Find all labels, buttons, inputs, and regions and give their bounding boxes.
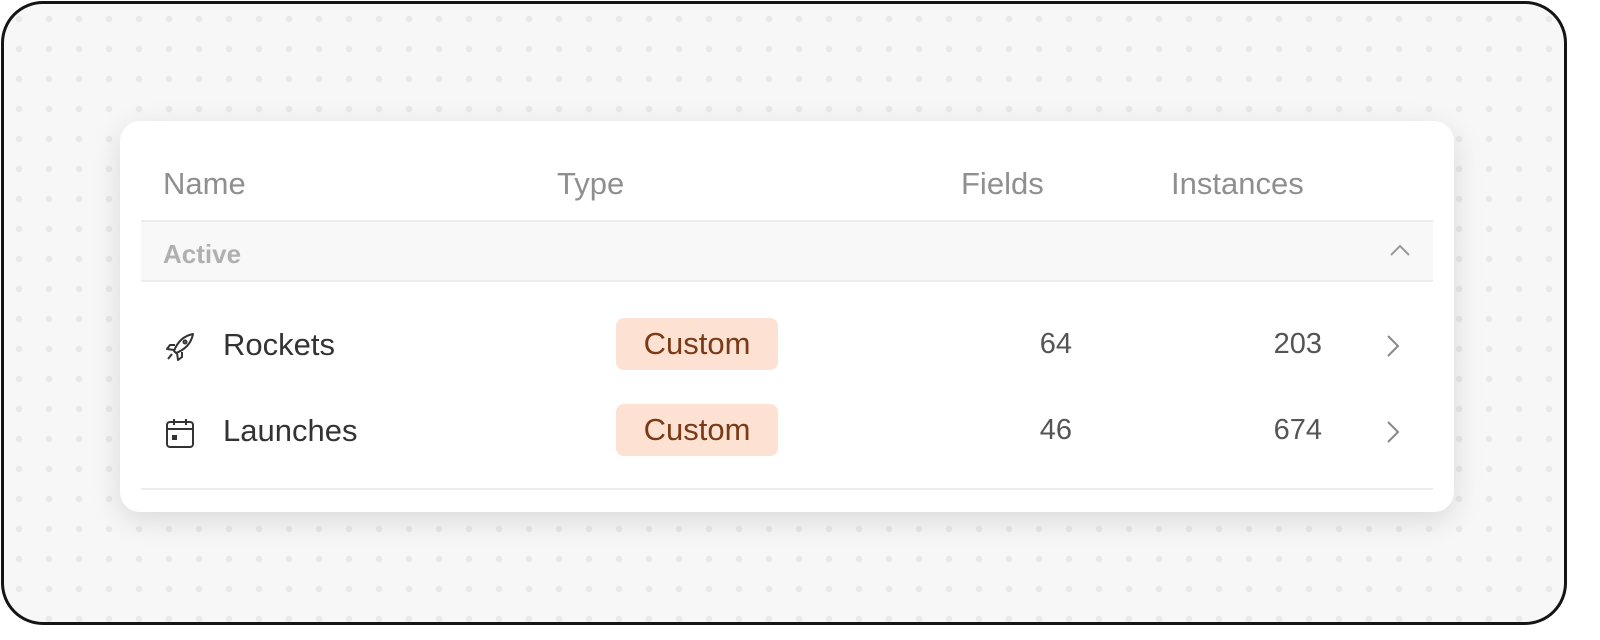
instances-count: 674: [1273, 414, 1322, 446]
chevron-right-icon[interactable]: [1382, 419, 1402, 445]
column-header-fields[interactable]: Fields: [961, 166, 1044, 201]
models-table: Name Type Fields Instances Active Rocket…: [120, 121, 1454, 512]
column-header-instances[interactable]: Instances: [1171, 166, 1304, 201]
row-name: Launches: [223, 413, 358, 448]
divider: [141, 488, 1433, 490]
row-name: Rockets: [223, 327, 335, 362]
table-row[interactable]: Rockets Custom 64 203: [120, 303, 1454, 389]
calendar-icon: [166, 419, 194, 448]
instances-count: 203: [1273, 328, 1322, 360]
group-header-active[interactable]: Active: [141, 222, 1433, 282]
fields-count: 46: [1039, 414, 1072, 446]
type-badge: Custom: [616, 404, 778, 456]
rocket-icon: [166, 333, 194, 361]
chevron-up-icon[interactable]: [1389, 240, 1411, 262]
table-header: Name Type Fields Instances: [120, 121, 1454, 221]
group-label: Active: [163, 239, 242, 269]
divider: [141, 220, 1433, 222]
column-header-type[interactable]: Type: [557, 166, 625, 201]
table-row[interactable]: Launches Custom 46 674: [120, 389, 1454, 475]
type-badge: Custom: [616, 318, 778, 370]
column-header-name[interactable]: Name: [163, 166, 246, 201]
chevron-right-icon[interactable]: [1382, 333, 1402, 359]
fields-count: 64: [1039, 328, 1072, 360]
background-frame: Name Type Fields Instances Active Rocket…: [1, 1, 1567, 625]
